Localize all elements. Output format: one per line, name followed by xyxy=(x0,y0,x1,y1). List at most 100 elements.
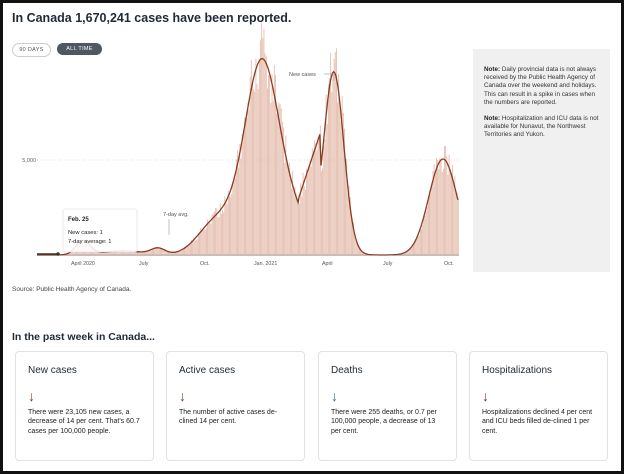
case-bar xyxy=(258,61,260,256)
case-bar xyxy=(138,251,139,255)
case-bar xyxy=(193,237,195,255)
case-bar xyxy=(141,251,143,255)
case-bar xyxy=(189,243,191,255)
case-bar xyxy=(171,252,173,255)
case-bar xyxy=(452,164,453,255)
case-bar xyxy=(231,194,233,255)
case-bar xyxy=(324,139,326,255)
case-bar xyxy=(186,245,188,255)
case-bar xyxy=(99,251,100,255)
down-arrow-icon: ↓ xyxy=(179,388,186,404)
case-bar xyxy=(329,78,330,255)
case-bar xyxy=(250,59,252,255)
case-bar xyxy=(275,75,276,255)
case-bar xyxy=(172,252,174,255)
case-bar xyxy=(238,168,240,255)
case-bar xyxy=(265,56,267,256)
case-bar xyxy=(120,250,122,255)
case-bar xyxy=(160,247,161,255)
case-bar xyxy=(134,251,136,255)
case-bar xyxy=(188,244,190,255)
case-bar xyxy=(261,23,263,255)
case-bar xyxy=(178,250,180,255)
down-arrow-icon: ↓ xyxy=(482,388,489,404)
case-bar xyxy=(409,248,411,255)
case-bar xyxy=(222,210,223,255)
case-bar xyxy=(257,89,259,255)
case-bar xyxy=(249,76,251,255)
case-bar xyxy=(446,156,448,255)
case-bar xyxy=(194,240,196,255)
case-bar xyxy=(101,251,103,255)
case-bar xyxy=(70,251,72,255)
case-bar xyxy=(291,188,292,255)
note-label: Note: xyxy=(484,115,501,123)
case-bar xyxy=(110,251,112,255)
case-bar xyxy=(353,222,355,255)
case-bar xyxy=(112,251,114,255)
case-bar xyxy=(264,53,266,255)
case-bar xyxy=(336,48,337,255)
case-bar xyxy=(338,73,340,255)
case-bar xyxy=(239,143,241,255)
case-bar xyxy=(277,108,279,255)
case-bar xyxy=(162,249,164,255)
case-bar xyxy=(287,167,289,255)
case-bar xyxy=(302,172,304,255)
case-bar xyxy=(157,247,159,255)
case-bar xyxy=(413,245,414,255)
card-title: Hospitalizations xyxy=(482,365,553,376)
case-bar xyxy=(201,230,203,255)
toggle-90-days[interactable]: 90 DAYS xyxy=(12,43,51,57)
case-bar xyxy=(209,222,211,255)
case-bar xyxy=(166,250,168,255)
case-bar xyxy=(322,168,323,255)
tooltip-avg: 7-day average: 1 xyxy=(68,239,112,245)
case-bar xyxy=(252,82,253,255)
case-bar xyxy=(244,117,245,256)
case-bar xyxy=(263,28,265,255)
case-bar xyxy=(102,251,104,255)
case-bar xyxy=(332,74,334,255)
case-bar xyxy=(100,252,102,255)
case-bar xyxy=(111,251,113,255)
case-bar xyxy=(214,211,215,255)
cases-chart: 5,000 New cases 7-day avg. April 2020 Ju… xyxy=(22,23,459,267)
case-bar xyxy=(330,52,332,255)
case-bar xyxy=(276,114,277,255)
case-bar xyxy=(233,176,235,255)
case-bar xyxy=(219,203,221,255)
case-bar xyxy=(107,251,108,255)
case-bar xyxy=(406,251,407,255)
case-bar xyxy=(140,251,142,255)
case-bar xyxy=(223,212,225,255)
case-bar xyxy=(438,169,440,255)
case-bar xyxy=(433,164,435,255)
down-arrow-icon: ↓ xyxy=(331,388,338,404)
case-bar xyxy=(423,214,425,255)
case-bar xyxy=(217,217,219,255)
case-bar xyxy=(436,157,437,255)
case-bar xyxy=(142,251,144,255)
tooltip-date: Feb. 25 xyxy=(68,217,89,223)
tooltip-new-cases: New cases: 1 xyxy=(68,230,103,236)
case-bar xyxy=(169,251,171,255)
case-bar xyxy=(139,251,141,255)
case-bar xyxy=(66,253,68,255)
case-bar xyxy=(296,198,298,255)
case-bar xyxy=(360,249,361,255)
case-bar xyxy=(403,253,405,255)
case-bar xyxy=(195,239,197,255)
toggle-all-time[interactable]: ALL TIME xyxy=(57,43,102,55)
y-tick-5000: 5,000 xyxy=(22,158,36,164)
case-bar xyxy=(72,250,74,255)
case-bar xyxy=(288,162,290,255)
case-bar xyxy=(208,223,210,255)
case-bar xyxy=(255,58,257,255)
case-bar xyxy=(216,208,218,255)
case-bar xyxy=(442,168,444,255)
case-bar xyxy=(415,239,417,255)
case-bar xyxy=(126,251,128,255)
case-bar xyxy=(303,186,305,255)
case-bar xyxy=(185,246,187,255)
